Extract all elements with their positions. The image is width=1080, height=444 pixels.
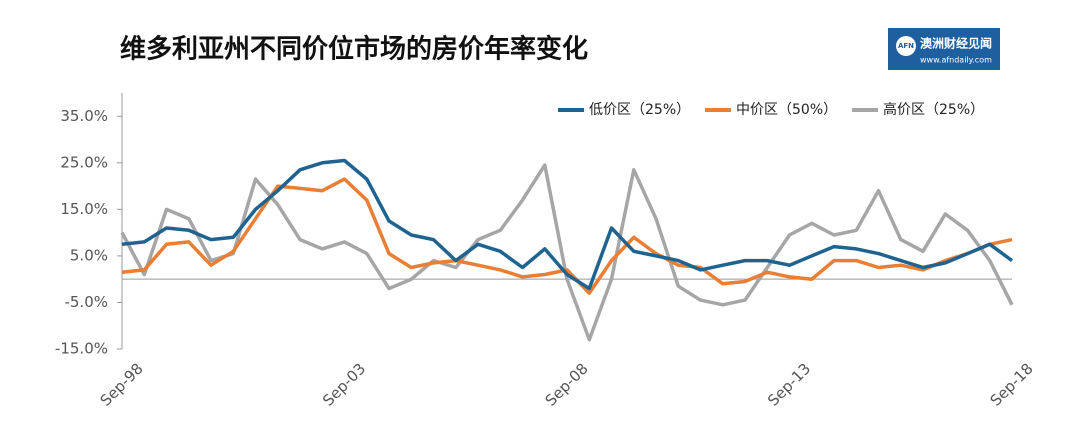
y-tick-label: 15.0% <box>60 200 108 218</box>
chart-title: 维多利亚州不同价位市场的房价年率变化 <box>120 34 588 65</box>
y-tick-label: -5.0% <box>64 293 108 311</box>
logo-name: 澳洲财经见闻 <box>920 36 992 51</box>
series-line <box>121 158 1014 291</box>
x-tick-label: Sep-08 <box>542 360 592 410</box>
x-tick-label: Sep-13 <box>764 360 814 410</box>
logo-icon <box>896 36 916 56</box>
x-tick-label: Sep-18 <box>987 360 1037 410</box>
legend-label: 中价区（50%） <box>736 102 837 118</box>
y-tick-label: 5.0% <box>70 246 108 264</box>
legend-label: 高价区（25%） <box>883 101 984 118</box>
logo-mark: AFN <box>898 42 914 50</box>
x-tick-label: Sep-03 <box>319 360 369 410</box>
x-tick-label: Sep-98 <box>97 360 147 410</box>
legend-label: 低价区（25%） <box>589 102 690 118</box>
y-tick-label: -15.0% <box>55 340 108 358</box>
y-tick-label: 35.0% <box>60 107 108 125</box>
logo-url: www.afndaily.com <box>920 56 992 65</box>
y-tick-label: 25.0% <box>60 153 108 171</box>
